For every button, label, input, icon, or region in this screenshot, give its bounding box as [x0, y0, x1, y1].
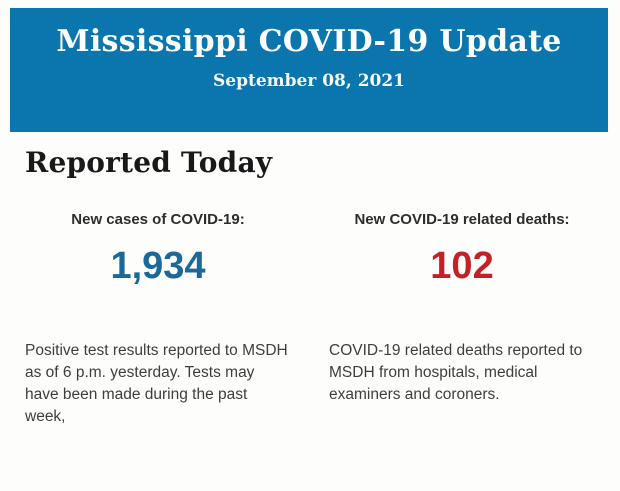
stat-new-deaths: New COVID-19 related deaths: 102 COVID-1… — [329, 210, 595, 428]
section-heading: Reported Today — [25, 146, 273, 179]
report-date: September 08, 2021 — [212, 71, 406, 91]
covid-update-page: { "header": { "title": "Mississippi COVI… — [0, 8, 620, 491]
new-cases-description: Positive test results reported to MSDH a… — [25, 342, 288, 425]
new-cases-label: New cases of COVID-19: — [71, 211, 245, 228]
page-title: Mississippi COVID-19 Update — [56, 24, 562, 59]
new-deaths-label: New COVID-19 related deaths: — [354, 211, 570, 228]
new-deaths-value: 102 — [430, 245, 494, 287]
new-deaths-description: COVID-19 related deaths reported to MSDH… — [329, 342, 583, 403]
stat-new-cases: New cases of COVID-19: 1,934 Positive te… — [25, 210, 291, 428]
content-area: Reported Today New cases of COVID-19: 1,… — [0, 146, 620, 428]
new-cases-value: 1,934 — [110, 245, 206, 287]
stats-row: New cases of COVID-19: 1,934 Positive te… — [25, 210, 595, 428]
header-banner: Mississippi COVID-19 Update September 08… — [10, 8, 608, 132]
